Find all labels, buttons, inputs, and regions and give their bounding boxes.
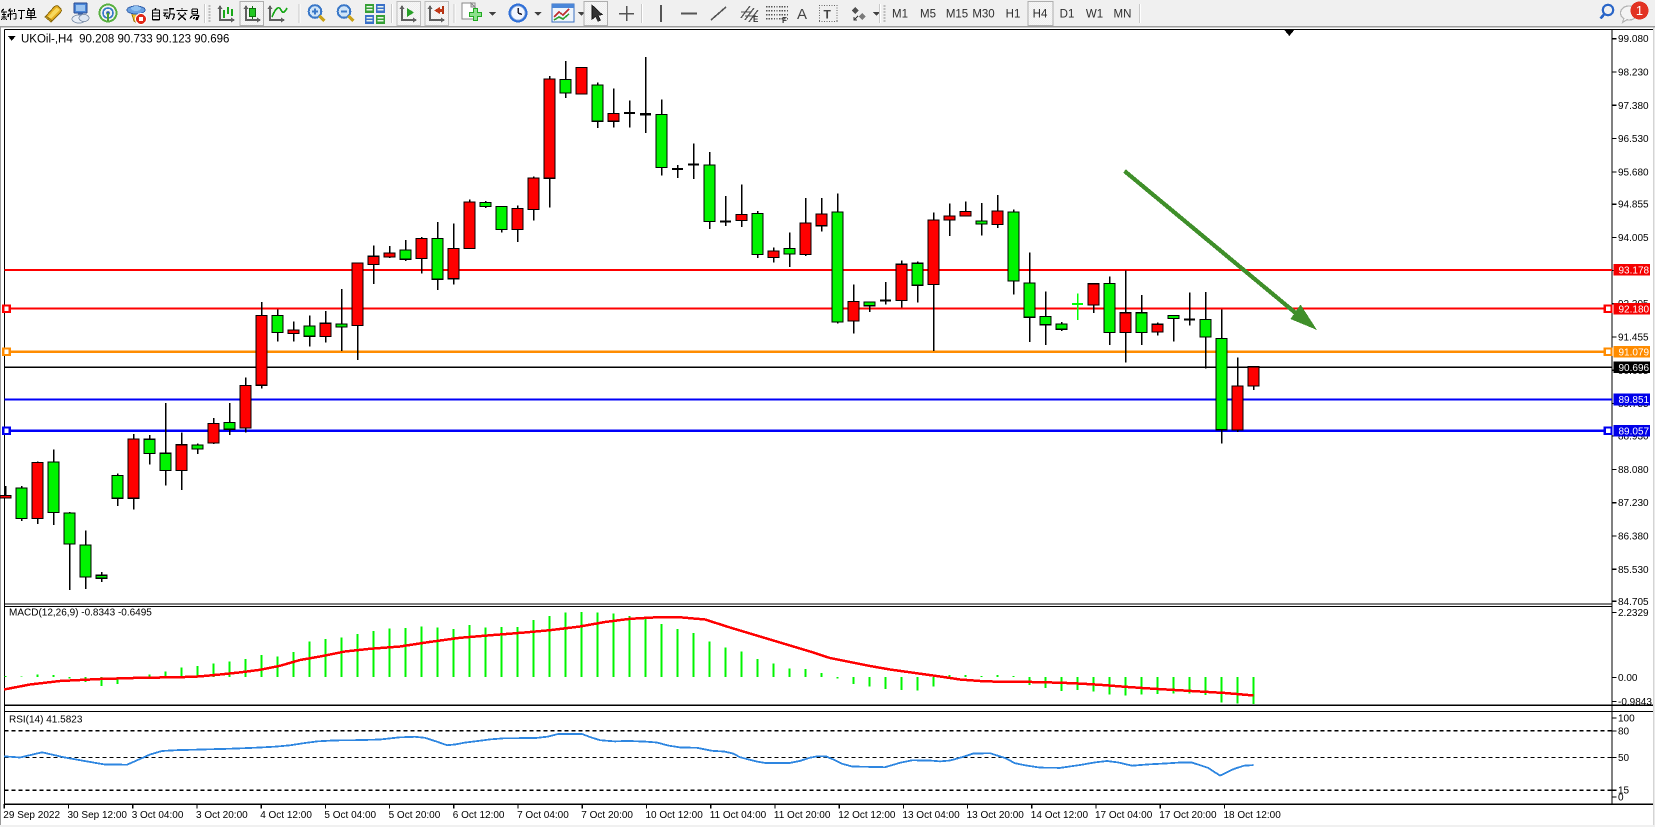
svg-text:92.180: 92.180 bbox=[1619, 304, 1650, 315]
svg-text:H1: H1 bbox=[1006, 9, 1021, 21]
svg-text:1: 1 bbox=[1636, 3, 1643, 18]
svg-text:A: A bbox=[797, 6, 807, 23]
svg-text:6 Oct 12:00: 6 Oct 12:00 bbox=[453, 810, 505, 821]
svg-text:86.380: 86.380 bbox=[1618, 532, 1649, 543]
svg-text:80: 80 bbox=[1618, 726, 1630, 737]
svg-text:96.530: 96.530 bbox=[1618, 134, 1649, 145]
svg-text:T: T bbox=[824, 8, 832, 22]
svg-text:13 Oct 04:00: 13 Oct 04:00 bbox=[902, 810, 960, 821]
svg-text:M1: M1 bbox=[892, 9, 908, 21]
svg-text:0.00: 0.00 bbox=[1618, 673, 1638, 684]
svg-text:11 Oct 04:00: 11 Oct 04:00 bbox=[710, 810, 767, 821]
svg-text:89.851: 89.851 bbox=[1619, 395, 1650, 406]
svg-text:7 Oct 20:00: 7 Oct 20:00 bbox=[581, 810, 633, 821]
svg-text:88.080: 88.080 bbox=[1618, 465, 1649, 476]
svg-text:D1: D1 bbox=[1060, 9, 1075, 21]
svg-text:94.005: 94.005 bbox=[1618, 233, 1649, 244]
svg-text:85.530: 85.530 bbox=[1618, 565, 1649, 576]
svg-text:MN: MN bbox=[1114, 9, 1132, 21]
svg-text:3 Oct 20:00: 3 Oct 20:00 bbox=[196, 810, 248, 821]
svg-text:12 Oct 12:00: 12 Oct 12:00 bbox=[838, 810, 896, 821]
svg-text:UKOil-,H4 90.208 90.733 90.12: UKOil-,H4 90.208 90.733 90.123 90.696 bbox=[21, 34, 229, 46]
svg-text:100: 100 bbox=[1618, 713, 1635, 724]
svg-text:5 Oct 04:00: 5 Oct 04:00 bbox=[324, 810, 376, 821]
svg-text:99.080: 99.080 bbox=[1618, 34, 1649, 45]
svg-text:M30: M30 bbox=[972, 9, 994, 21]
svg-text:3 Oct 04:00: 3 Oct 04:00 bbox=[132, 810, 184, 821]
svg-text:94.855: 94.855 bbox=[1618, 200, 1649, 211]
svg-text:MACD(12,26,9) -0.8343 -0.6495: MACD(12,26,9) -0.8343 -0.6495 bbox=[9, 608, 152, 619]
svg-text:-0.9843: -0.9843 bbox=[1618, 697, 1652, 708]
svg-text:17 Oct 20:00: 17 Oct 20:00 bbox=[1159, 810, 1217, 821]
svg-text:M5: M5 bbox=[920, 9, 936, 21]
svg-text:50: 50 bbox=[1618, 753, 1630, 764]
svg-text:0: 0 bbox=[1618, 793, 1624, 804]
svg-text:13 Oct 20:00: 13 Oct 20:00 bbox=[967, 810, 1025, 821]
svg-text:30 Sep 12:00: 30 Sep 12:00 bbox=[68, 810, 128, 821]
svg-text:87.230: 87.230 bbox=[1618, 498, 1649, 509]
svg-text:14 Oct 12:00: 14 Oct 12:00 bbox=[1031, 810, 1089, 821]
svg-text:F: F bbox=[782, 16, 787, 25]
svg-text:2.2329: 2.2329 bbox=[1618, 608, 1649, 619]
svg-text:84.705: 84.705 bbox=[1618, 597, 1649, 608]
svg-text:10 Oct 12:00: 10 Oct 12:00 bbox=[646, 810, 704, 821]
svg-text:11 Oct 20:00: 11 Oct 20:00 bbox=[774, 810, 831, 821]
svg-text:88.930: 88.930 bbox=[1618, 432, 1649, 443]
svg-text:15: 15 bbox=[1618, 786, 1630, 797]
svg-text:90.696: 90.696 bbox=[1619, 363, 1650, 374]
svg-text:H4: H4 bbox=[1033, 9, 1048, 21]
svg-text:17 Oct 04:00: 17 Oct 04:00 bbox=[1095, 810, 1153, 821]
svg-text:4 Oct 12:00: 4 Oct 12:00 bbox=[260, 810, 312, 821]
svg-text:RSI(14) 41.5823: RSI(14) 41.5823 bbox=[9, 715, 83, 726]
svg-text:18 Oct 12:00: 18 Oct 12:00 bbox=[1224, 810, 1282, 821]
svg-text:7 Oct 04:00: 7 Oct 04:00 bbox=[517, 810, 569, 821]
svg-text:29 Sep 2022: 29 Sep 2022 bbox=[3, 810, 60, 821]
svg-text:89.057: 89.057 bbox=[1619, 426, 1650, 437]
svg-text:91.455: 91.455 bbox=[1618, 333, 1649, 344]
svg-text:W1: W1 bbox=[1086, 9, 1103, 21]
svg-text:M15: M15 bbox=[946, 9, 968, 21]
svg-text:97.380: 97.380 bbox=[1618, 101, 1649, 112]
svg-text:5 Oct 20:00: 5 Oct 20:00 bbox=[389, 810, 441, 821]
svg-text:E: E bbox=[753, 15, 759, 24]
svg-text:91.079: 91.079 bbox=[1619, 347, 1650, 358]
svg-text:98.230: 98.230 bbox=[1618, 68, 1649, 79]
svg-text:93.178: 93.178 bbox=[1619, 265, 1650, 276]
svg-text:95.680: 95.680 bbox=[1618, 167, 1649, 178]
